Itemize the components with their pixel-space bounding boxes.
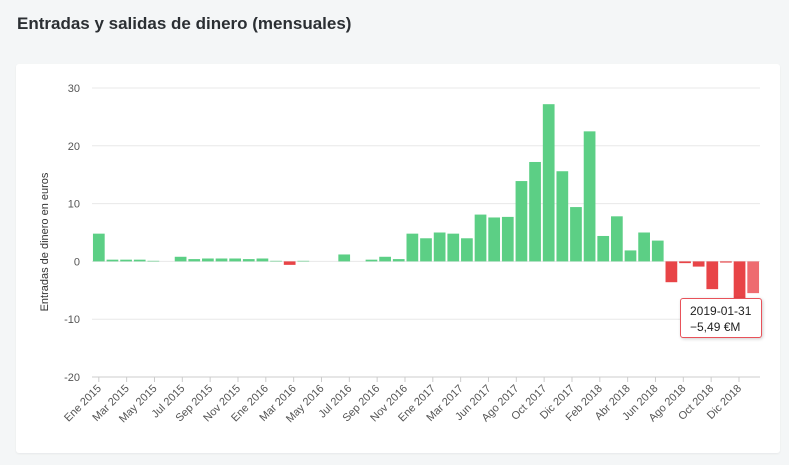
bar[interactable] [570, 207, 582, 262]
bar[interactable] [147, 260, 160, 262]
y-tick-label: 0 [74, 256, 80, 268]
bar[interactable] [392, 259, 405, 262]
bar[interactable] [283, 261, 296, 265]
bar[interactable] [406, 233, 419, 262]
chart-card: Ene 2015 Mar 2015 May 2015 Jul 2015 Sep 2015… [16, 64, 780, 453]
bar[interactable] [665, 261, 678, 283]
page-title: Entradas y salidas de dinero (mensuales) [17, 14, 352, 33]
bar[interactable] [515, 181, 528, 262]
bar[interactable] [120, 259, 132, 262]
bar[interactable] [501, 216, 514, 262]
bar[interactable] [474, 214, 487, 262]
bar[interactable] [692, 261, 705, 267]
bar[interactable] [379, 256, 391, 262]
bar[interactable] [270, 260, 282, 262]
bar[interactable] [297, 260, 310, 262]
bar[interactable] [488, 217, 501, 262]
tooltip-date: 2019-01-31 [690, 304, 752, 318]
y-tick-label: 30 [68, 83, 80, 95]
y-tick-label: -10 [64, 314, 80, 326]
bar-tooltip: 2019-01-31 −5,49 €M [680, 298, 762, 338]
bar[interactable] [651, 240, 664, 262]
bar[interactable] [242, 259, 255, 262]
bar[interactable] [106, 259, 119, 262]
bar[interactable] [706, 261, 719, 290]
bar[interactable] [529, 161, 541, 262]
bar[interactable] [610, 216, 623, 262]
bar[interactable] [447, 233, 460, 262]
bar[interactable] [461, 238, 473, 262]
y-axis: 30 20 10 0 -10 -20 [64, 83, 80, 384]
bar[interactable] [720, 261, 732, 263]
y-tick-label: 10 [68, 199, 80, 211]
bar[interactable] [256, 258, 269, 262]
bar[interactable] [133, 259, 146, 262]
bar[interactable] [229, 258, 242, 262]
bar[interactable] [597, 235, 610, 262]
bar[interactable] [174, 256, 187, 262]
bar[interactable] [188, 259, 201, 262]
bar[interactable] [365, 259, 378, 262]
bars-layer [92, 104, 760, 299]
bar[interactable] [542, 104, 555, 262]
bar[interactable] [556, 171, 569, 262]
bar[interactable] [433, 232, 446, 262]
bar[interactable] [624, 250, 637, 262]
bar[interactable] [679, 261, 691, 264]
y-tick-label: -20 [64, 372, 80, 384]
bar[interactable] [202, 258, 214, 262]
y-axis-label: Entradas de dinero en euros [39, 172, 51, 311]
bar[interactable] [92, 233, 105, 262]
bar[interactable] [583, 131, 596, 262]
bar[interactable] [638, 232, 650, 262]
bar[interactable] [420, 238, 432, 262]
y-tick-label: 20 [68, 141, 80, 153]
bar[interactable] [215, 258, 228, 262]
bar[interactable] [733, 261, 746, 299]
bar[interactable] [338, 254, 351, 262]
grid-layer [92, 87, 760, 378]
tooltip-value: −5,49 €M [690, 320, 741, 334]
bar[interactable] [747, 261, 760, 294]
